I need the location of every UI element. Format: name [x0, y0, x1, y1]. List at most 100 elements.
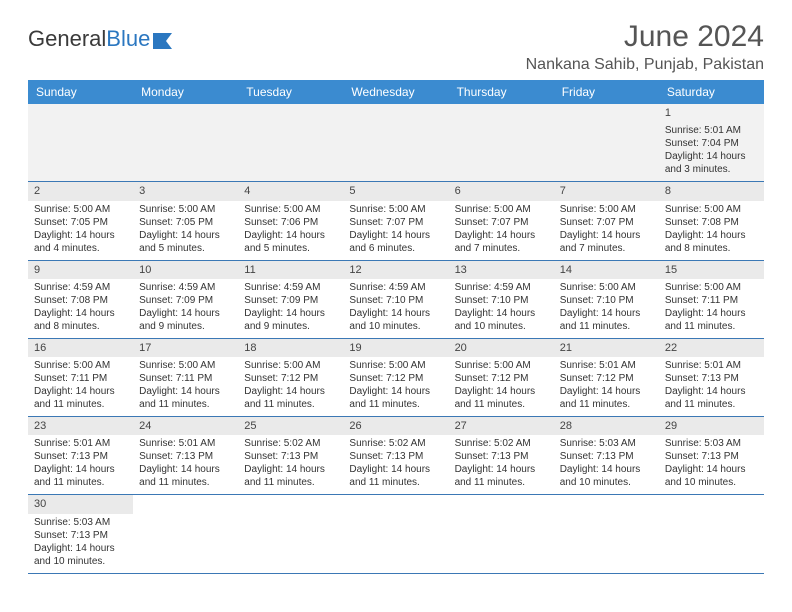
- calendar-cell-empty: [133, 495, 238, 572]
- daylight-text: Daylight: 14 hours and 10 minutes.: [560, 463, 653, 489]
- sunrise-text: Sunrise: 5:00 AM: [139, 203, 232, 216]
- sunset-text: Sunset: 7:08 PM: [34, 294, 127, 307]
- sunset-text: Sunset: 7:10 PM: [349, 294, 442, 307]
- weekday-label: Thursday: [449, 80, 554, 104]
- calendar-cell: 26Sunrise: 5:02 AMSunset: 7:13 PMDayligh…: [343, 417, 448, 494]
- sunset-text: Sunset: 7:13 PM: [665, 450, 758, 463]
- sunrise-text: Sunrise: 4:59 AM: [244, 281, 337, 294]
- sunset-text: Sunset: 7:12 PM: [244, 372, 337, 385]
- daylight-text: Daylight: 14 hours and 10 minutes.: [34, 542, 127, 568]
- sunset-text: Sunset: 7:13 PM: [560, 450, 653, 463]
- day-number: 17: [133, 339, 238, 357]
- calendar-cell: 7 Sunrise: 5:00 AMSunset: 7:07 PMDaylight…: [554, 182, 659, 259]
- calendar-cell: 25Sunrise: 5:02 AMSunset: 7:13 PMDayligh…: [238, 417, 343, 494]
- sunset-text: Sunset: 7:10 PM: [455, 294, 548, 307]
- calendar-cell-empty: [659, 495, 764, 572]
- day-number: 30: [28, 495, 133, 513]
- daylight-text: Daylight: 14 hours and 10 minutes.: [349, 307, 442, 333]
- calendar-cell: 19Sunrise: 5:00 AMSunset: 7:12 PMDayligh…: [343, 339, 448, 416]
- day-number: 19: [343, 339, 448, 357]
- sunrise-text: Sunrise: 5:01 AM: [34, 437, 127, 450]
- calendar-cell: 4Sunrise: 5:00 AMSunset: 7:06 PMDaylight…: [238, 182, 343, 259]
- calendar-cell: 14Sunrise: 5:00 AMSunset: 7:10 PMDayligh…: [554, 261, 659, 338]
- day-number: 4: [238, 182, 343, 200]
- day-number: 2: [28, 182, 133, 200]
- daylight-text: Daylight: 14 hours and 11 minutes.: [665, 385, 758, 411]
- day-number: 5: [343, 182, 448, 200]
- daylight-text: Daylight: 14 hours and 11 minutes.: [244, 385, 337, 411]
- calendar-cell-empty: [554, 495, 659, 572]
- day-number: 9: [28, 261, 133, 279]
- sunrise-text: Sunrise: 5:00 AM: [139, 359, 232, 372]
- daylight-text: Daylight: 14 hours and 8 minutes.: [665, 229, 758, 255]
- day-number: 18: [238, 339, 343, 357]
- sunrise-text: Sunrise: 5:03 AM: [34, 516, 127, 529]
- calendar-cell: 18Sunrise: 5:00 AMSunset: 7:12 PMDayligh…: [238, 339, 343, 416]
- sunset-text: Sunset: 7:07 PM: [560, 216, 653, 229]
- calendar-cell-empty: [554, 104, 659, 181]
- sunrise-text: Sunrise: 5:02 AM: [244, 437, 337, 450]
- daylight-text: Daylight: 14 hours and 10 minutes.: [665, 463, 758, 489]
- calendar-week: 9 Sunrise: 4:59 AM Sunset: 7:08 PM Daylight…: [28, 261, 764, 339]
- day-number: 3: [133, 182, 238, 200]
- sunrise-text: Sunrise: 5:01 AM: [665, 359, 758, 372]
- sunrise-text: Sunrise: 5:00 AM: [455, 203, 548, 216]
- day-number: 27: [449, 417, 554, 435]
- calendar-cell: 6Sunrise: 5:00 AMSunset: 7:07 PMDaylight…: [449, 182, 554, 259]
- calendar-week: 1Sunrise: 5:01 AMSunset: 7:04 PMDaylight…: [28, 104, 764, 182]
- calendar-week: 2Sunrise: 5:00 AMSunset: 7:05 PMDaylight…: [28, 182, 764, 260]
- daylight-text: Daylight: 14 hours and 11 minutes.: [560, 385, 653, 411]
- daylight-text: Daylight: 14 hours and 4 minutes.: [34, 229, 127, 255]
- daylight-text: Daylight: 14 hours and 11 minutes.: [560, 307, 653, 333]
- header: GeneralBlue June 2024 Nankana Sahib, Pun…: [28, 20, 764, 74]
- calendar-cell: 8Sunrise: 5:00 AMSunset: 7:08 PMDaylight…: [659, 182, 764, 259]
- day-number: 7: [554, 182, 659, 200]
- sunset-text: Sunset: 7:07 PM: [349, 216, 442, 229]
- calendar-cell: 17 Sunrise: 5:00 AMSunset: 7:11 PMDayligh…: [133, 339, 238, 416]
- sunrise-text: Sunrise: 5:01 AM: [560, 359, 653, 372]
- daylight-text: Daylight: 14 hours and 11 minutes.: [34, 385, 127, 411]
- sunrise-text: Sunrise: 5:01 AM: [665, 124, 758, 137]
- calendar: Sunday Monday Tuesday Wednesday Thursday…: [28, 80, 764, 574]
- day-number: 11: [238, 261, 343, 279]
- sunset-text: Sunset: 7:13 PM: [34, 450, 127, 463]
- calendar-cell: 28Sunrise: 5:03 AMSunset: 7:13 PMDayligh…: [554, 417, 659, 494]
- calendar-page: GeneralBlue June 2024 Nankana Sahib, Pun…: [0, 0, 792, 584]
- sunset-text: Sunset: 7:13 PM: [139, 450, 232, 463]
- sunset-text: Sunset: 7:12 PM: [349, 372, 442, 385]
- daylight-text: Daylight: 14 hours and 9 minutes.: [139, 307, 232, 333]
- sunset-text: Sunset: 7:11 PM: [139, 372, 232, 385]
- logo: GeneralBlue: [28, 26, 176, 52]
- sunrise-text: Sunrise: 5:00 AM: [244, 203, 337, 216]
- weekday-label: Wednesday: [343, 80, 448, 104]
- sunset-text: Sunset: 7:13 PM: [244, 450, 337, 463]
- sunset-text: Sunset: 7:11 PM: [34, 372, 127, 385]
- sunset-text: Sunset: 7:11 PM: [665, 294, 758, 307]
- daylight-text: Daylight: 14 hours and 11 minutes.: [244, 463, 337, 489]
- daylight-text: Daylight: 14 hours and 5 minutes.: [139, 229, 232, 255]
- calendar-cell: 2Sunrise: 5:00 AMSunset: 7:05 PMDaylight…: [28, 182, 133, 259]
- logo-text-1: General: [28, 26, 106, 52]
- flag-icon: [152, 30, 176, 48]
- day-number: 26: [343, 417, 448, 435]
- sunset-text: Sunset: 7:12 PM: [560, 372, 653, 385]
- sunrise-text: Sunrise: 5:00 AM: [665, 203, 758, 216]
- sunrise-text: Sunrise: 5:02 AM: [349, 437, 442, 450]
- daylight-text: Daylight: 14 hours and 7 minutes.: [560, 229, 653, 255]
- title-block: June 2024 Nankana Sahib, Punjab, Pakista…: [526, 20, 764, 74]
- sunset-text: Sunset: 7:09 PM: [139, 294, 232, 307]
- calendar-cell-empty: [343, 104, 448, 181]
- daylight-text: Daylight: 14 hours and 11 minutes.: [139, 385, 232, 411]
- day-number: 22: [659, 339, 764, 357]
- calendar-cell-empty: [449, 104, 554, 181]
- calendar-cell: 24Sunrise: 5:01 AMSunset: 7:13 PMDayligh…: [133, 417, 238, 494]
- calendar-week: 30 Sunrise: 5:03 AMSunset: 7:13 PMDayligh…: [28, 495, 764, 573]
- sunrise-text: Sunrise: 5:00 AM: [34, 359, 127, 372]
- calendar-cell-empty: [238, 495, 343, 572]
- sunrise-text: Sunrise: 5:00 AM: [560, 203, 653, 216]
- daylight-text: Daylight: 14 hours and 10 minutes.: [455, 307, 548, 333]
- sunset-text: Sunset: 7:13 PM: [34, 529, 127, 542]
- sunrise-text: Sunrise: 4:59 AM: [349, 281, 442, 294]
- calendar-cell: 30 Sunrise: 5:03 AMSunset: 7:13 PMDayligh…: [28, 495, 133, 572]
- weekday-header: Sunday Monday Tuesday Wednesday Thursday…: [28, 80, 764, 104]
